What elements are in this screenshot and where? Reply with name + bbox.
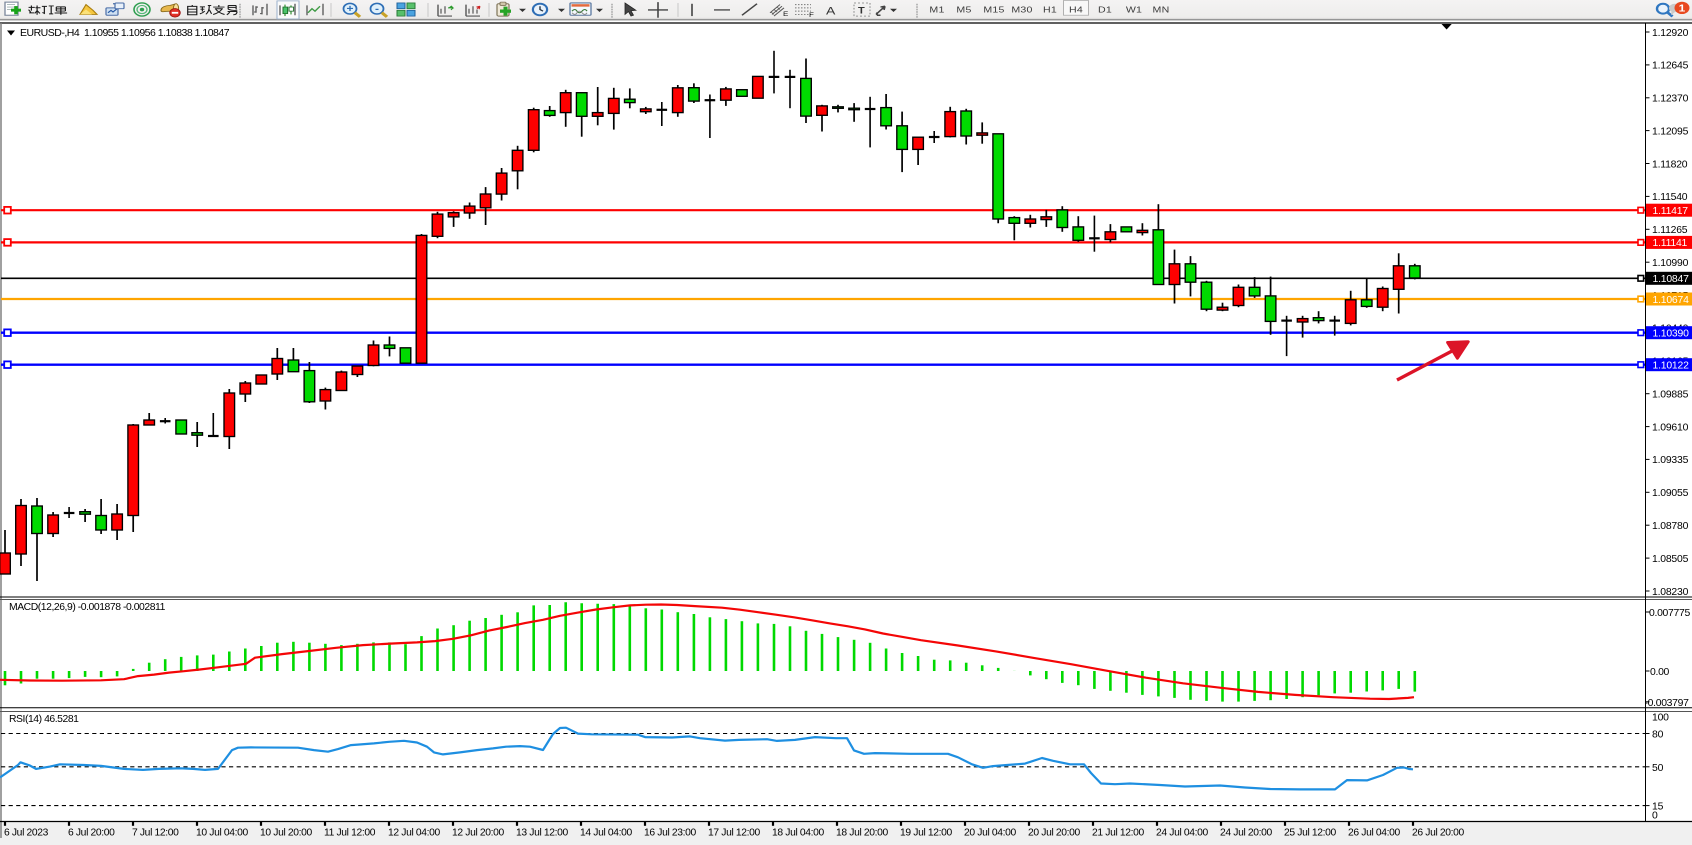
- svg-text:1.11417: 1.11417: [1653, 206, 1689, 217]
- svg-text:H4: H4: [1069, 5, 1083, 15]
- svg-text:H1: H1: [1043, 5, 1057, 15]
- svg-text:M1: M1: [929, 5, 944, 15]
- svg-text:10 Jul 04:00: 10 Jul 04:00: [196, 827, 249, 838]
- svg-text:18 Jul 20:00: 18 Jul 20:00: [836, 827, 889, 838]
- svg-text:0.00: 0.00: [1650, 667, 1670, 678]
- svg-text:16 Jul 23:00: 16 Jul 23:00: [644, 827, 697, 838]
- svg-text:W1: W1: [1126, 5, 1142, 15]
- svg-text:0.007775: 0.007775: [1649, 608, 1690, 619]
- svg-text:1.12645: 1.12645: [1652, 61, 1689, 72]
- svg-text:7 Jul 12:00: 7 Jul 12:00: [132, 827, 179, 838]
- svg-text:10 Jul 20:00: 10 Jul 20:00: [260, 827, 313, 838]
- svg-text:19 Jul 12:00: 19 Jul 12:00: [900, 827, 953, 838]
- svg-text:0: 0: [1652, 810, 1658, 821]
- svg-text:-: -: [375, 4, 379, 15]
- svg-text:1.08780: 1.08780: [1652, 521, 1689, 532]
- svg-text:21 Jul 12:00: 21 Jul 12:00: [1092, 827, 1145, 838]
- svg-text:100: 100: [1652, 713, 1669, 724]
- svg-text:18 Jul 04:00: 18 Jul 04:00: [772, 827, 825, 838]
- svg-text:50: 50: [1652, 763, 1664, 774]
- svg-text:1.11141: 1.11141: [1653, 238, 1688, 249]
- svg-text:6 Jul 2023: 6 Jul 2023: [4, 827, 49, 838]
- svg-text:1.10990: 1.10990: [1652, 258, 1689, 269]
- svg-text:26 Jul 20:00: 26 Jul 20:00: [1412, 827, 1465, 838]
- svg-text:80: 80: [1652, 730, 1664, 741]
- svg-text:1.09885: 1.09885: [1652, 390, 1689, 401]
- svg-text:M30: M30: [1011, 5, 1033, 15]
- svg-text:1.12095: 1.12095: [1652, 126, 1689, 137]
- svg-text:1.10674: 1.10674: [1653, 295, 1690, 306]
- svg-text:25 Jul 12:00: 25 Jul 12:00: [1284, 827, 1337, 838]
- svg-text:1: 1: [1679, 3, 1686, 14]
- svg-text:M5: M5: [956, 5, 971, 15]
- svg-text:12 Jul 20:00: 12 Jul 20:00: [452, 827, 505, 838]
- svg-text:MN: MN: [1153, 5, 1170, 15]
- svg-text:1.10122: 1.10122: [1653, 361, 1690, 372]
- svg-text:D1: D1: [1098, 5, 1112, 15]
- svg-text:M15: M15: [983, 5, 1004, 15]
- svg-text:12 Jul 04:00: 12 Jul 04:00: [388, 827, 441, 838]
- svg-text:MACD(12,26,9) -0.001878 -0.002: MACD(12,26,9) -0.001878 -0.002811: [9, 602, 166, 613]
- svg-text:1.12370: 1.12370: [1652, 94, 1689, 105]
- svg-text:1.12920: 1.12920: [1652, 28, 1689, 39]
- svg-text:E: E: [783, 10, 788, 18]
- svg-text:1.10847: 1.10847: [1653, 274, 1690, 285]
- svg-text:20 Jul 04:00: 20 Jul 04:00: [964, 827, 1017, 838]
- svg-text:1.09055: 1.09055: [1652, 488, 1689, 499]
- svg-text:26 Jul 04:00: 26 Jul 04:00: [1348, 827, 1401, 838]
- svg-text:RSI(14) 46.5281: RSI(14) 46.5281: [9, 714, 79, 725]
- svg-text:24 Jul 20:00: 24 Jul 20:00: [1220, 827, 1273, 838]
- svg-text:1.08230: 1.08230: [1652, 587, 1689, 598]
- svg-text:1.10390: 1.10390: [1653, 329, 1690, 340]
- svg-text:20 Jul 20:00: 20 Jul 20:00: [1028, 827, 1081, 838]
- svg-text:17 Jul 12:00: 17 Jul 12:00: [708, 827, 761, 838]
- svg-text:1.09610: 1.09610: [1652, 422, 1689, 433]
- svg-text:EURUSD-,H4 1.10955 1.10956 1.: EURUSD-,H4 1.10955 1.10956 1.10838 1.108…: [20, 27, 230, 39]
- svg-text:13 Jul 12:00: 13 Jul 12:00: [516, 827, 569, 838]
- svg-text:+: +: [346, 4, 353, 15]
- svg-text:A: A: [826, 4, 836, 17]
- svg-text:1.11820: 1.11820: [1652, 159, 1688, 170]
- svg-text:-0.003797: -0.003797: [1645, 698, 1690, 709]
- svg-text:14 Jul 04:00: 14 Jul 04:00: [580, 827, 633, 838]
- svg-text:11 Jul 12:00: 11 Jul 12:00: [324, 827, 376, 838]
- svg-text:1.08505: 1.08505: [1652, 554, 1689, 565]
- svg-text:15: 15: [1652, 802, 1664, 813]
- svg-text:1.09335: 1.09335: [1652, 455, 1689, 466]
- svg-text:24 Jul 04:00: 24 Jul 04:00: [1156, 827, 1209, 838]
- svg-text:1.11540: 1.11540: [1652, 192, 1688, 203]
- svg-text:1.11265: 1.11265: [1652, 225, 1688, 236]
- svg-text:T: T: [858, 6, 866, 16]
- svg-text:F: F: [809, 11, 814, 19]
- svg-text:6 Jul 20:00: 6 Jul 20:00: [68, 827, 115, 838]
